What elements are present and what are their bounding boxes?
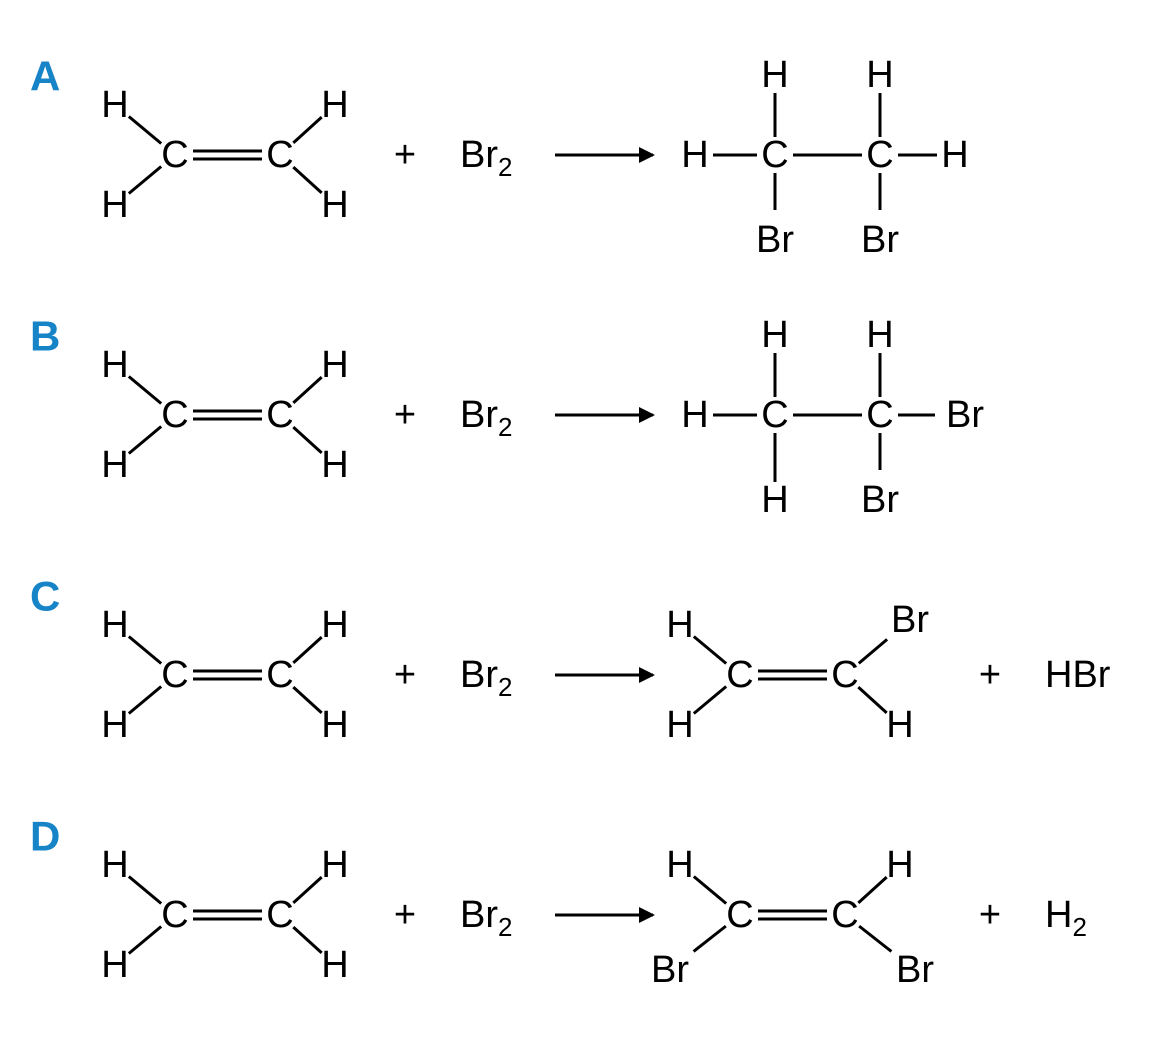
atom-H: H	[321, 344, 348, 386]
atom-H: H	[321, 604, 348, 646]
bond-single	[293, 637, 321, 663]
atom-C: C	[161, 894, 188, 936]
atom-C: C	[866, 394, 893, 436]
atom-H: H	[761, 314, 788, 356]
bond-single	[293, 377, 321, 403]
atom-H: H	[321, 444, 348, 486]
atom-H: H	[666, 604, 693, 646]
atom-Br: Br	[756, 219, 794, 261]
bond-single	[293, 687, 321, 713]
formula-text: Br2	[460, 654, 512, 702]
atom-H: H	[101, 84, 128, 126]
atom-H: H	[321, 184, 348, 226]
atom-H: H	[866, 54, 893, 96]
bond-single	[858, 877, 886, 903]
atom-H: H	[761, 479, 788, 521]
bond-single	[293, 167, 321, 193]
atom-H: H	[941, 134, 968, 176]
formula-text: Br2	[460, 394, 512, 442]
bond-single	[293, 117, 321, 143]
atom-C: C	[761, 394, 788, 436]
atom-H: H	[101, 184, 128, 226]
option-label: C	[30, 572, 60, 619]
atom-C: C	[266, 894, 293, 936]
atom-H: H	[666, 704, 693, 746]
bond-single	[129, 167, 161, 194]
atom-H: H	[101, 944, 128, 986]
atom-Br: Br	[861, 219, 899, 261]
atom-H: H	[101, 444, 128, 486]
atom-Br: Br	[946, 394, 984, 436]
arrowhead-icon	[639, 907, 655, 923]
plus-sign: +	[394, 654, 416, 696]
bond-single	[694, 637, 726, 664]
plus-sign: +	[979, 654, 1001, 696]
formula-text: Br2	[460, 894, 512, 942]
formula-text: HBr	[1045, 654, 1111, 696]
atom-H: H	[886, 844, 913, 886]
bond-single	[129, 877, 161, 904]
atom-H: H	[101, 344, 128, 386]
atom-C: C	[866, 134, 893, 176]
plus-sign: +	[394, 894, 416, 936]
bond-single	[293, 427, 321, 453]
option-label: D	[30, 812, 60, 859]
atom-H: H	[321, 944, 348, 986]
atom-C: C	[161, 134, 188, 176]
atom-H: H	[321, 704, 348, 746]
atom-C: C	[161, 394, 188, 436]
bond-single	[694, 926, 726, 951]
atom-H: H	[886, 704, 913, 746]
atom-C: C	[831, 654, 858, 696]
atom-H: H	[101, 604, 128, 646]
atom-H: H	[321, 84, 348, 126]
option-label: A	[30, 52, 60, 99]
atom-C: C	[266, 394, 293, 436]
atom-C: C	[761, 134, 788, 176]
formula-text: H2	[1045, 894, 1087, 942]
bond-single	[694, 687, 726, 714]
atom-Br: Br	[861, 479, 899, 521]
atom-C: C	[161, 654, 188, 696]
arrowhead-icon	[639, 667, 655, 683]
bond-single	[129, 427, 161, 454]
atom-H: H	[101, 704, 128, 746]
bond-single	[129, 637, 161, 664]
bond-single	[859, 926, 891, 951]
atom-H: H	[666, 844, 693, 886]
atom-Br: Br	[891, 599, 929, 641]
arrowhead-icon	[639, 407, 655, 423]
atom-H: H	[866, 314, 893, 356]
plus-sign: +	[394, 394, 416, 436]
atom-Br: Br	[651, 949, 689, 991]
bond-single	[129, 117, 161, 144]
plus-sign: +	[394, 134, 416, 176]
atom-C: C	[726, 894, 753, 936]
atom-H: H	[681, 394, 708, 436]
atom-C: C	[266, 654, 293, 696]
atom-C: C	[831, 894, 858, 936]
bond-single	[859, 639, 887, 663]
formula-text: Br2	[460, 134, 512, 182]
arrowhead-icon	[639, 147, 655, 163]
atom-C: C	[266, 134, 293, 176]
bond-single	[293, 877, 321, 903]
bond-single	[129, 377, 161, 404]
plus-sign: +	[979, 894, 1001, 936]
atom-H: H	[681, 134, 708, 176]
atom-C: C	[726, 654, 753, 696]
atom-H: H	[761, 54, 788, 96]
option-label: B	[30, 312, 60, 359]
bond-single	[129, 687, 161, 714]
bond-single	[293, 927, 321, 953]
bond-single	[129, 927, 161, 954]
bond-single	[694, 877, 726, 904]
atom-H: H	[321, 844, 348, 886]
atom-H: H	[101, 844, 128, 886]
bond-single	[858, 687, 886, 713]
atom-Br: Br	[896, 949, 934, 991]
reaction-diagram: ACCHHHHCCHHHHBrBr+Br2BCCHHHHCCHHHHBrBr+B…	[0, 0, 1150, 1050]
